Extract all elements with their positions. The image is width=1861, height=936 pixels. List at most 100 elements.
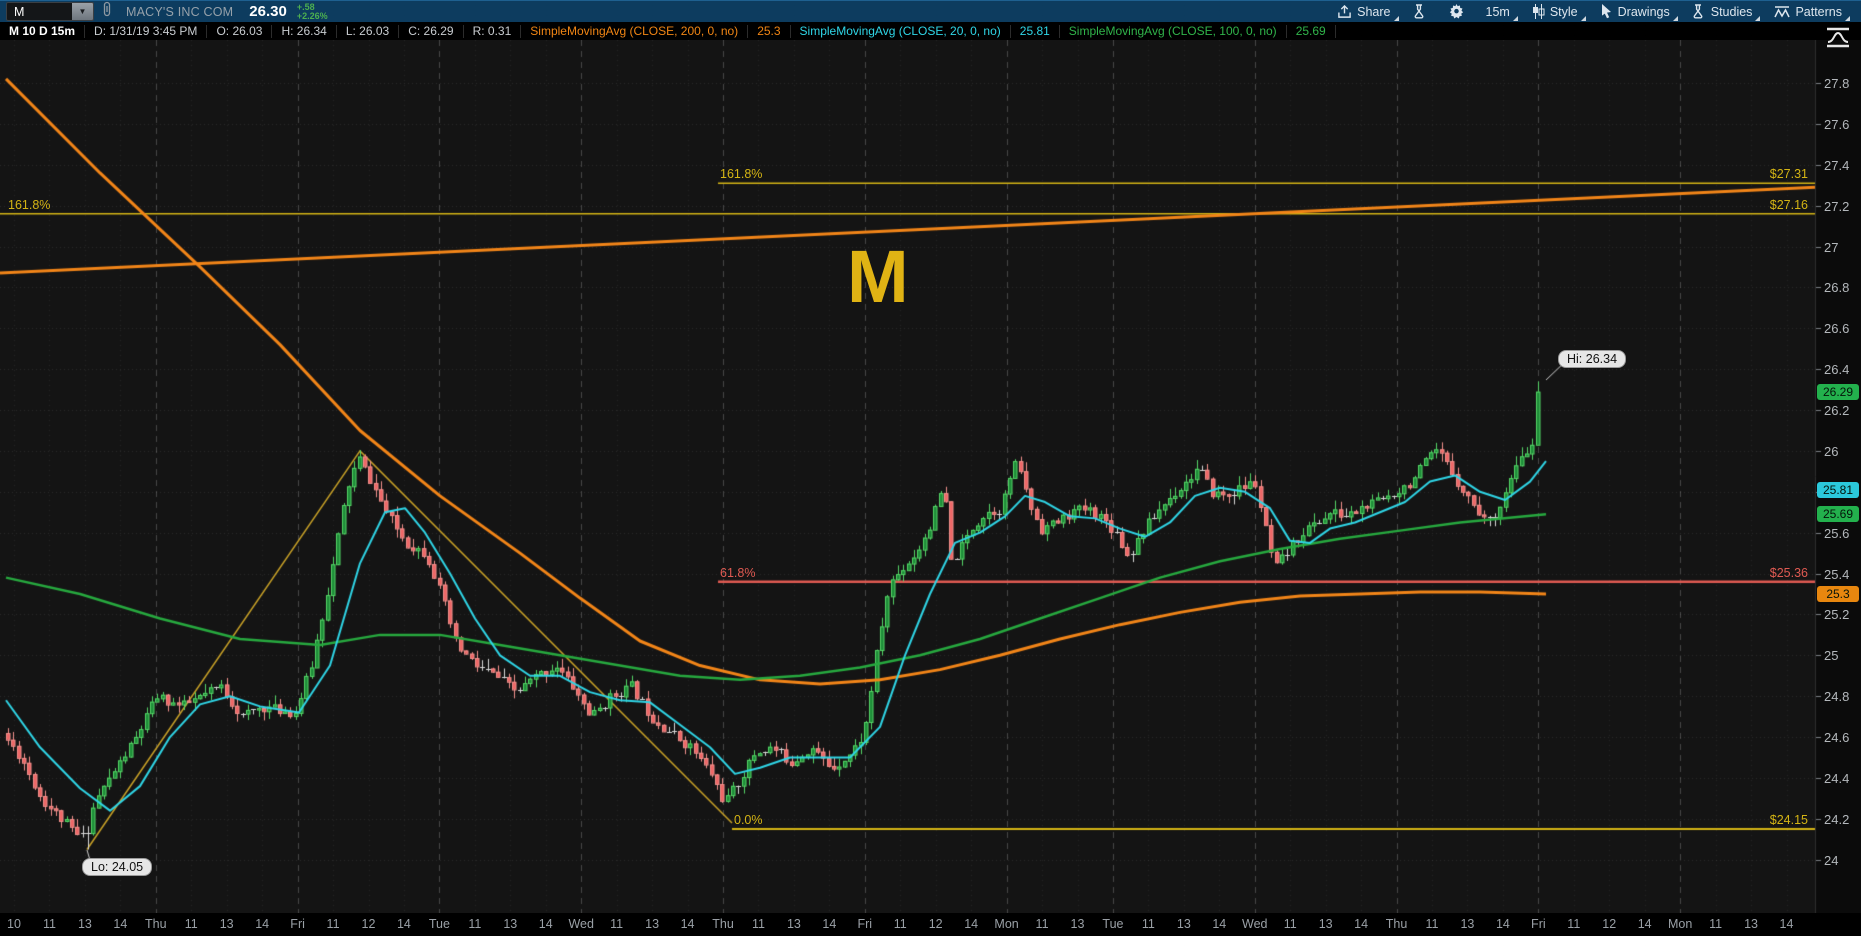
time-axis-tick: 13 bbox=[77, 917, 92, 931]
toolbar-button-gear-icon[interactable] bbox=[1440, 2, 1473, 21]
time-axis-tick: 14 bbox=[1354, 917, 1369, 931]
toolbar-buttons: Share 15m Style Drawings Studies Patterns bbox=[1328, 2, 1861, 21]
chart-status-bar: M 10 D 15m D: 1/31/19 3:45 PM O: 26.03 H: … bbox=[0, 22, 1861, 40]
last-price: 26.30 bbox=[249, 3, 287, 20]
status-field: L: 26.03 bbox=[337, 24, 400, 38]
time-axis-tick: Thu bbox=[712, 917, 734, 931]
time-axis-tick: 13 bbox=[1318, 917, 1333, 931]
time-axis-tick: 14 bbox=[255, 917, 270, 931]
time-axis-tick: 12 bbox=[1602, 917, 1617, 931]
time-axis-tick: Wed bbox=[1242, 917, 1268, 931]
time-axis-tick: 14 bbox=[964, 917, 979, 931]
time-axis-tick: 11 bbox=[184, 917, 198, 931]
dropdown-corner-icon bbox=[1845, 15, 1850, 21]
top-toolbar: ▼ MACY'S INC COM 26.30 +.58 +2.26% Share… bbox=[0, 0, 1861, 22]
time-axis-tick: 13 bbox=[1744, 917, 1758, 931]
symbol-box[interactable]: ▼ bbox=[6, 2, 94, 21]
time-axis-tick: 14 bbox=[1637, 917, 1652, 931]
time-axis-tick: 13 bbox=[1176, 917, 1191, 931]
time-axis-tick: Tue bbox=[428, 917, 450, 931]
time-axis-tick: Wed bbox=[568, 917, 594, 931]
toolbar-button-studies[interactable]: Studies bbox=[1683, 2, 1762, 21]
toolbar-button-style[interactable]: Style bbox=[1523, 2, 1587, 21]
time-axis-tick: 14 bbox=[113, 917, 128, 931]
toolbar-button-label: Patterns bbox=[1795, 4, 1842, 19]
toolbar-button-15m[interactable]: 15m bbox=[1477, 3, 1519, 21]
toolbar-button-label: Share bbox=[1357, 4, 1391, 19]
share-icon bbox=[1337, 4, 1352, 19]
toolbar-button-label: Style bbox=[1549, 4, 1578, 19]
price-change: +.58 +2.26% bbox=[296, 1, 328, 21]
status-field: O: 26.03 bbox=[207, 24, 273, 38]
status-field: SimpleMovingAvg (CLOSE, 100, 0, no) bbox=[1060, 24, 1287, 38]
beaker-icon bbox=[1692, 4, 1706, 19]
time-axis-tick: 11 bbox=[1425, 917, 1439, 931]
time-axis-tick: 14 bbox=[680, 917, 695, 931]
time-axis-tick: 11 bbox=[42, 917, 56, 931]
change-percent: +2.26% bbox=[296, 10, 328, 21]
time-axis-tick: Tue bbox=[1102, 917, 1124, 931]
dropdown-corner-icon bbox=[1672, 16, 1678, 21]
time-axis-tick: 14 bbox=[538, 917, 553, 931]
time-axis-tick: Fri bbox=[290, 917, 305, 931]
status-field: H: 26.34 bbox=[272, 24, 337, 38]
time-axis-tick: 11 bbox=[893, 917, 907, 931]
beaker-icon bbox=[1413, 4, 1427, 19]
time-axis-tick: 11 bbox=[1567, 917, 1581, 931]
cursor-icon bbox=[1600, 4, 1613, 19]
time-axis-tick: 14 bbox=[1212, 917, 1227, 931]
status-field: 25.3 bbox=[748, 24, 791, 38]
chart-canvas[interactable] bbox=[0, 40, 1861, 913]
time-axis-tick: 14 bbox=[1495, 917, 1510, 931]
pattern-icon bbox=[1774, 5, 1791, 19]
time-axis-tick: Fri bbox=[857, 917, 873, 931]
time-axis-tick: 13 bbox=[645, 917, 660, 931]
company-name: MACY'S INC COM bbox=[126, 4, 234, 19]
dropdown-corner-icon bbox=[1393, 15, 1399, 21]
time-axis-tick: 11 bbox=[326, 917, 340, 931]
time-axis-tick: 12 bbox=[361, 917, 376, 931]
toolbar-button-label: Drawings bbox=[1617, 4, 1670, 19]
time-axis-tick: 11 bbox=[468, 917, 482, 931]
link-icon[interactable] bbox=[102, 1, 112, 22]
status-field: D: 1/31/19 3:45 PM bbox=[85, 24, 208, 38]
status-field: R: 0.31 bbox=[464, 24, 522, 38]
gear-icon bbox=[1449, 4, 1464, 19]
time-axis-tick: Mon bbox=[1667, 917, 1693, 931]
time-axis-tick: 13 bbox=[1460, 917, 1475, 931]
toolbar-button-drawings[interactable]: Drawings bbox=[1591, 2, 1679, 21]
status-field: SimpleMovingAvg (CLOSE, 200, 0, no) bbox=[521, 24, 749, 38]
time-axis-tick: 12 bbox=[928, 917, 943, 931]
toolbar-button-label: Studies bbox=[1710, 4, 1753, 19]
time-axis-tick: Thu bbox=[145, 917, 167, 931]
time-axis-tick: Mon bbox=[994, 917, 1019, 931]
symbol-dropdown-button[interactable]: ▼ bbox=[72, 3, 93, 20]
time-axis-tick: 14 bbox=[1779, 917, 1794, 931]
change-value: +.58 bbox=[296, 1, 315, 12]
candle-icon bbox=[1532, 4, 1545, 19]
time-axis-tick: 14 bbox=[822, 917, 837, 931]
time-axis-tick: 13 bbox=[786, 917, 801, 931]
time-axis-tick: 11 bbox=[751, 917, 765, 931]
time-axis-tick: 11 bbox=[1709, 917, 1723, 931]
time-axis-tick: 11 bbox=[1035, 917, 1049, 931]
symbol-input[interactable] bbox=[7, 4, 72, 19]
status-field: C: 26.29 bbox=[399, 24, 464, 38]
dropdown-corner-icon bbox=[1512, 15, 1518, 21]
chart-title: M 10 D 15m bbox=[0, 24, 86, 38]
time-axis-tick: 13 bbox=[1070, 917, 1085, 931]
dropdown-corner-icon bbox=[1580, 16, 1586, 21]
time-axis-tick: 10 bbox=[7, 917, 21, 931]
toolbar-button-patterns[interactable]: Patterns bbox=[1765, 3, 1851, 21]
time-axis-tick: 11 bbox=[610, 917, 624, 931]
toolbar-button-label: 15m bbox=[1485, 4, 1510, 19]
time-axis-tick: 13 bbox=[503, 917, 518, 931]
status-field: 25.69 bbox=[1287, 24, 1336, 38]
time-axis-tick: Thu bbox=[1385, 917, 1408, 931]
toolbar-button-share[interactable]: Share bbox=[1328, 3, 1399, 21]
time-axis-tick: 13 bbox=[219, 917, 234, 931]
time-axis-tick: 11 bbox=[1141, 917, 1155, 931]
time-axis-tick: Fri bbox=[1531, 917, 1546, 931]
toolbar-button-beaker-icon[interactable] bbox=[1404, 2, 1436, 21]
